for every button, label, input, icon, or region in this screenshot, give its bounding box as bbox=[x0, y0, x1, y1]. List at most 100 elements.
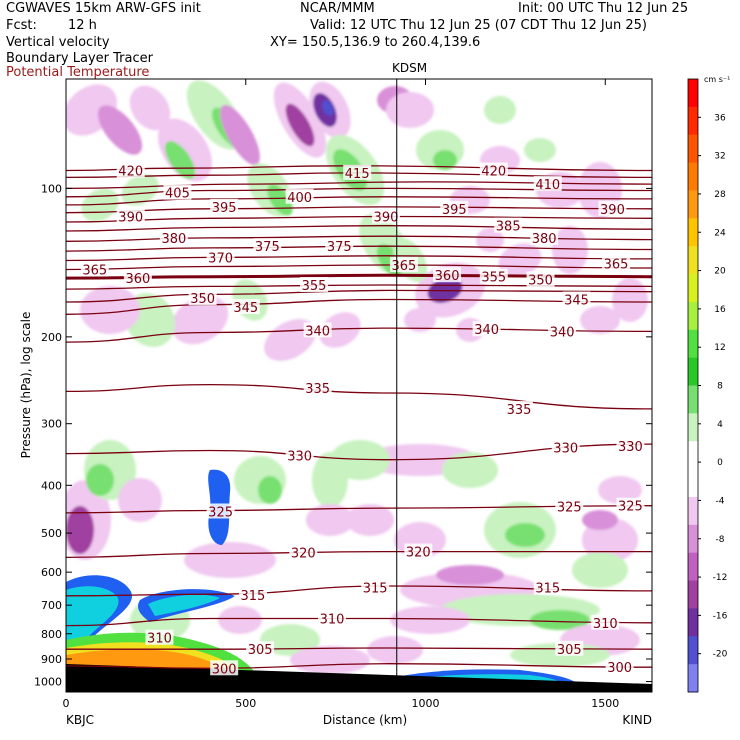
theta-label-bg bbox=[231, 299, 260, 315]
theta-label: 390 bbox=[600, 203, 625, 218]
organization: NCAR/MMM bbox=[300, 1, 375, 16]
colorbar-tick-label: 36 bbox=[714, 113, 726, 123]
theta-contour-330 bbox=[66, 443, 652, 461]
vv-cell bbox=[505, 523, 545, 547]
colorbar-tick-label: 8 bbox=[717, 382, 723, 392]
colorbar-swatch bbox=[688, 246, 698, 275]
theta-label-bg bbox=[123, 270, 152, 286]
theta-label-bg bbox=[145, 629, 174, 645]
theta-label-bg bbox=[289, 544, 318, 560]
theta-label: 380 bbox=[161, 232, 186, 247]
y-axis: 100 200 300 400 500 600 700 800 900 1000 bbox=[34, 182, 652, 689]
theta-label: 320 bbox=[406, 546, 431, 561]
vv-cell bbox=[330, 440, 390, 480]
colorbar-swatch bbox=[688, 552, 698, 582]
vv-cell bbox=[322, 100, 334, 116]
theta-contour-390 bbox=[66, 215, 652, 223]
theta-contour-395 bbox=[66, 206, 652, 214]
theta-label-bg bbox=[80, 261, 109, 277]
vv-cell bbox=[436, 565, 504, 585]
y-tick-label: 400 bbox=[41, 479, 62, 492]
theta-label: 365 bbox=[392, 259, 417, 274]
theta-label-bg bbox=[303, 322, 332, 338]
colorbar-tick-label: 12 bbox=[714, 343, 725, 353]
theta-label: 315 bbox=[535, 582, 560, 597]
field-boundary-layer-tracer: Boundary Layer Tracer bbox=[6, 51, 153, 66]
colorbar-swatch bbox=[688, 357, 698, 386]
theta-label: 420 bbox=[118, 165, 143, 180]
vv-cell bbox=[404, 308, 436, 332]
theta-label-bg bbox=[605, 659, 634, 675]
theta-label: 365 bbox=[604, 258, 629, 273]
theta-label: 335 bbox=[305, 382, 330, 397]
vv-cell bbox=[484, 96, 516, 124]
y-tick-label: 600 bbox=[41, 566, 62, 579]
y-tick-label: 1000 bbox=[34, 676, 62, 689]
vv-cell bbox=[121, 174, 159, 206]
colorbar-swatch bbox=[688, 636, 698, 665]
colorbar-swatch bbox=[688, 441, 698, 470]
vv-cell bbox=[97, 105, 143, 155]
colorbar-tick-label: -8 bbox=[716, 535, 725, 545]
colorbar-swatch bbox=[688, 218, 698, 247]
theta-label-bg bbox=[530, 229, 559, 245]
theta-label-bg bbox=[116, 162, 145, 178]
vv-cell bbox=[367, 636, 423, 664]
x-tick-label: 500 bbox=[235, 697, 256, 710]
right-endpoint-label: KIND bbox=[622, 713, 652, 727]
theta-label: 310 bbox=[147, 632, 172, 647]
theta-label-bg bbox=[343, 164, 372, 180]
tracer-region bbox=[148, 594, 220, 616]
theta-label-bg bbox=[562, 291, 591, 307]
theta-label: 340 bbox=[550, 325, 575, 340]
theta-label: 335 bbox=[507, 403, 532, 418]
theta-label: 395 bbox=[442, 203, 467, 218]
model-title: CGWAVES 15km ARW-GFS init bbox=[6, 1, 201, 16]
vv-cell bbox=[285, 103, 315, 147]
forecast-label: Fcst: bbox=[6, 18, 37, 33]
theta-label-bg bbox=[318, 610, 347, 626]
x-axis: 0 500 1000 1500 bbox=[63, 79, 619, 710]
valid-time: Valid: 12 UTC Thu 12 Jun 25 (07 CDT Thu … bbox=[310, 18, 647, 33]
theta-label-bg bbox=[246, 641, 275, 657]
theta-label: 300 bbox=[607, 661, 632, 676]
theta-label: 350 bbox=[190, 292, 215, 307]
theta-label-bg bbox=[504, 400, 533, 416]
colorbar-units: cm s⁻¹ bbox=[704, 75, 730, 84]
theta-label-bg bbox=[533, 176, 562, 192]
colorbar-swatch bbox=[688, 106, 698, 136]
colorbar-tick-label: 24 bbox=[714, 228, 726, 238]
theta-label: 355 bbox=[302, 279, 327, 294]
theta-label: 360 bbox=[125, 272, 150, 287]
vv-cell bbox=[218, 606, 262, 634]
y-tick-label: 200 bbox=[41, 331, 62, 344]
theta-label-bg bbox=[533, 579, 562, 595]
colorbar-tick-label: -12 bbox=[713, 573, 728, 583]
theta-label-bg bbox=[285, 447, 314, 463]
vv-cell bbox=[433, 150, 457, 170]
theta-label-bg bbox=[526, 271, 555, 287]
colorbar-swatch bbox=[688, 580, 698, 609]
theta-label: 360 bbox=[435, 269, 460, 284]
theta-label-bg bbox=[116, 208, 145, 224]
theta-label-bg bbox=[210, 198, 239, 214]
vv-cell bbox=[80, 286, 140, 334]
theta-label-bg bbox=[303, 380, 332, 396]
theta-label: 400 bbox=[287, 191, 312, 206]
theta-label: 305 bbox=[248, 643, 273, 658]
vv-cell bbox=[129, 85, 171, 131]
field-potential-temperature: Potential Temperature bbox=[6, 65, 150, 80]
y-tick-label: 500 bbox=[41, 527, 62, 540]
theta-label: 330 bbox=[553, 441, 578, 456]
theta-label-bg bbox=[253, 238, 282, 254]
colorbar-tick-label: 32 bbox=[714, 152, 725, 162]
y-tick-label: 800 bbox=[41, 628, 62, 641]
theta-label: 330 bbox=[618, 440, 643, 455]
theta-label: 340 bbox=[305, 324, 330, 339]
theta-label-bg bbox=[300, 277, 329, 293]
y-axis-title: Pressure (hPa), log scale bbox=[19, 312, 33, 459]
vv-cell bbox=[346, 504, 394, 536]
theta-label: 395 bbox=[212, 201, 237, 216]
theta-label-bg bbox=[472, 321, 501, 337]
theta-label-bg bbox=[555, 498, 584, 514]
